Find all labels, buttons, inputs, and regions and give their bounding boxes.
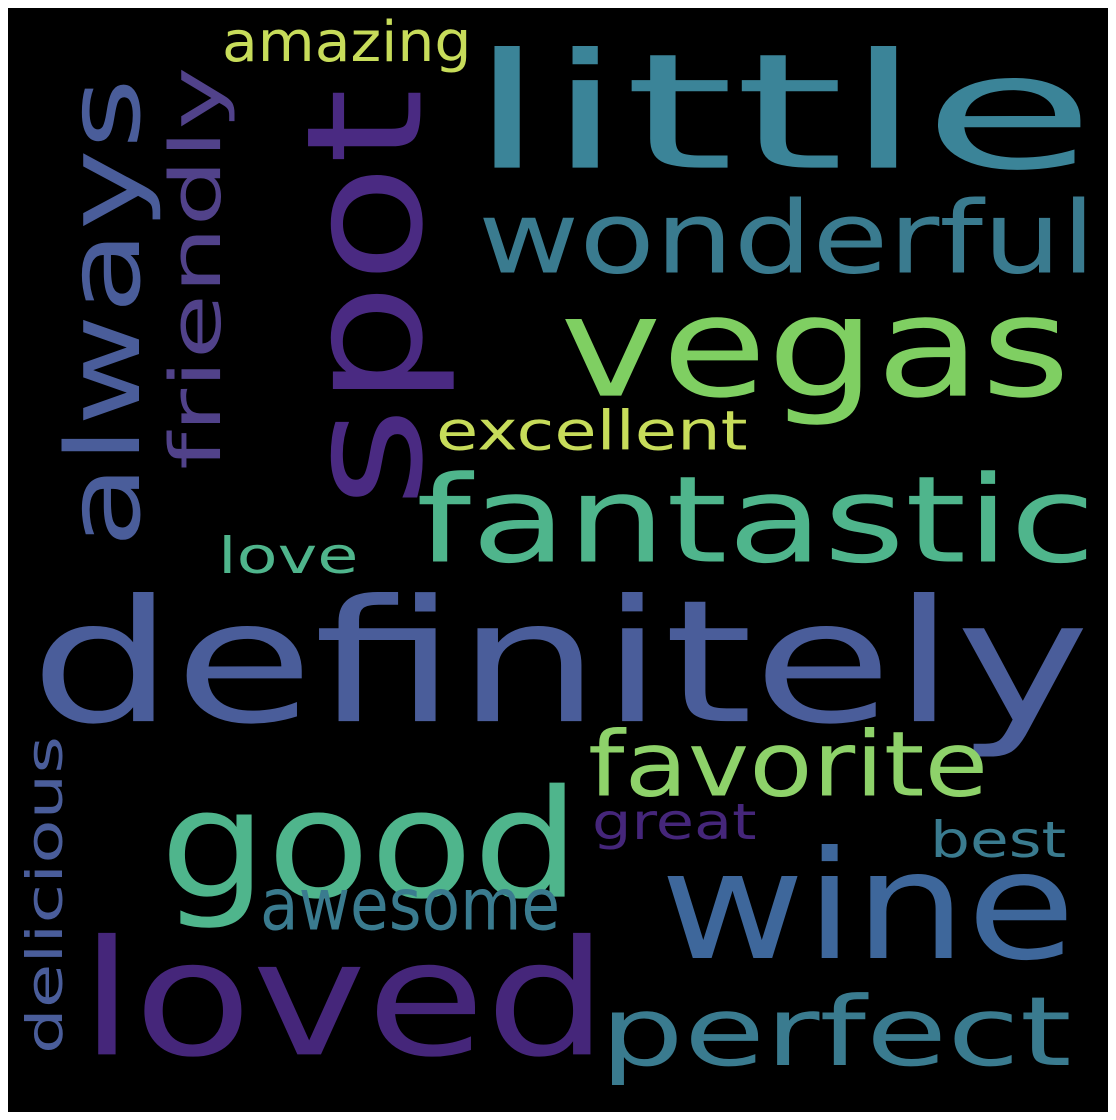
word-wonderful: wonderful: [478, 179, 1096, 297]
word-awesome: awesome: [260, 864, 561, 948]
word-amazing: amazing: [222, 9, 472, 75]
word-perfect: perfect: [600, 976, 1072, 1088]
word-friendly: friendly: [156, 66, 238, 470]
word-wine: wine: [660, 820, 1076, 994]
word-cloud: definitely little spot vegas good wine l…: [8, 8, 1108, 1112]
word-fantastic: fantastic: [416, 450, 1096, 590]
word-loved: loved: [80, 907, 609, 1093]
word-always: always: [45, 77, 164, 548]
word-great: great: [592, 793, 757, 852]
word-favorite: favorite: [588, 712, 989, 817]
word-good: good: [160, 756, 580, 933]
word-vegas: vegas: [560, 266, 1071, 430]
word-definitely: definitely: [30, 563, 1091, 762]
word-love: love: [218, 527, 359, 586]
word-excellent: excellent: [436, 399, 748, 463]
word-spot: spot: [273, 88, 459, 508]
word-best: best: [930, 811, 1067, 870]
word-delicious: delicious: [15, 736, 75, 1054]
word-little: little: [468, 19, 1096, 207]
